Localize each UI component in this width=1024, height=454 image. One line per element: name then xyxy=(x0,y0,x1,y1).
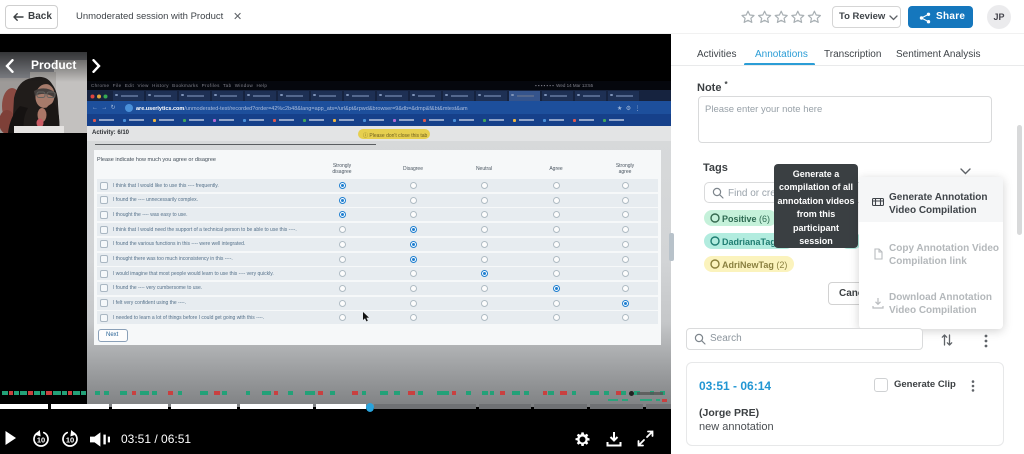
svg-text:10: 10 xyxy=(66,436,74,445)
svg-text:10: 10 xyxy=(37,436,45,445)
